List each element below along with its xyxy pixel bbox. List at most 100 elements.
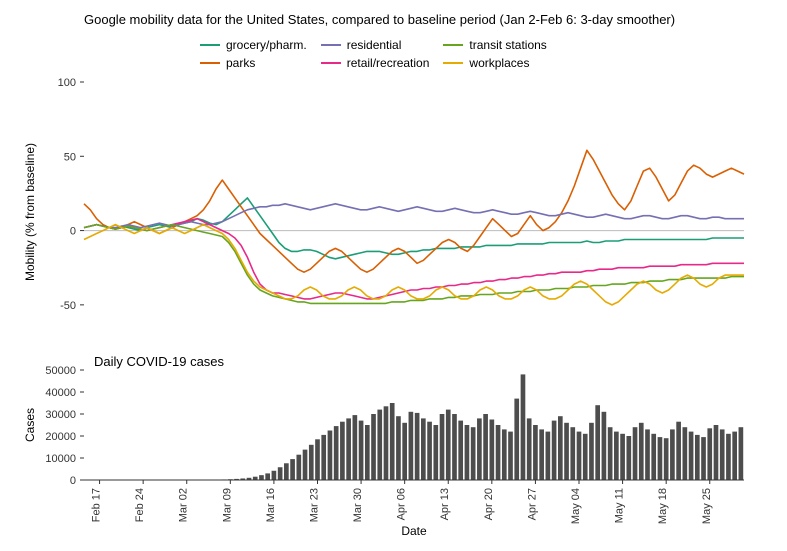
case-bar (614, 432, 619, 480)
x-tick-label: Mar 16 (265, 488, 277, 522)
x-tick-label: Feb 24 (134, 488, 146, 522)
case-bar (620, 434, 625, 480)
svg-text:100: 100 (58, 77, 76, 89)
case-bar (278, 467, 283, 480)
case-bar (290, 459, 295, 480)
case-bar (714, 425, 719, 480)
mobility-line-chart: -50050100 (84, 82, 744, 342)
case-bar (477, 418, 482, 480)
case-bar (272, 471, 277, 480)
svg-text:-50: -50 (60, 300, 76, 312)
case-bar (670, 429, 675, 480)
case-bar (377, 410, 382, 480)
svg-text:50: 50 (64, 151, 76, 163)
case-bar (683, 427, 688, 480)
case-bar (265, 473, 270, 480)
x-tick-label: Mar 02 (178, 488, 190, 522)
series-transit (84, 225, 744, 304)
case-bar (502, 429, 507, 480)
case-bar (602, 412, 607, 480)
case-bar (471, 427, 476, 480)
legend: grocery/pharm. parks residential retail/rec… (200, 38, 547, 70)
case-bar (546, 432, 551, 480)
case-bar (440, 414, 445, 480)
legend-label: retail/recreation (347, 56, 430, 70)
case-bar (490, 420, 495, 481)
case-bar (514, 399, 519, 480)
case-bar (415, 413, 420, 480)
svg-text:0: 0 (70, 226, 76, 238)
subplot-title: Daily COVID-19 cases (94, 354, 224, 369)
case-bar (639, 423, 644, 480)
legend-swatch (321, 62, 341, 64)
legend-item-residential: residential (321, 38, 430, 52)
case-bar (689, 432, 694, 480)
case-bar (384, 406, 389, 480)
legend-item-retail: retail/recreation (321, 56, 430, 70)
case-bar (726, 434, 731, 480)
case-bar (558, 416, 563, 480)
case-bar (334, 426, 339, 480)
case-bar (521, 374, 526, 480)
legend-swatch (443, 62, 463, 64)
case-bar (651, 434, 656, 480)
case-bar (577, 432, 582, 480)
case-bar (309, 445, 314, 480)
x-tick-label: Apr 20 (483, 488, 495, 520)
legend-swatch (321, 44, 341, 46)
case-bar (433, 425, 438, 480)
case-bar (564, 423, 569, 480)
case-bar (626, 436, 631, 480)
x-tick-label: Mar 09 (221, 488, 233, 522)
case-bar (409, 412, 414, 480)
case-bar (739, 427, 744, 480)
case-bar (570, 427, 575, 480)
case-bar (732, 432, 737, 480)
case-bar (595, 405, 600, 480)
case-bar (452, 414, 457, 480)
case-bar (353, 415, 358, 480)
chart-title: Google mobility data for the United Stat… (84, 12, 675, 27)
x-tick-label: May 11 (614, 488, 626, 523)
case-bar (259, 475, 264, 480)
case-bar (465, 425, 470, 480)
case-bar (446, 410, 451, 480)
case-bar (427, 422, 432, 480)
case-bar (390, 403, 395, 480)
series-workplaces (84, 225, 744, 305)
case-bar (328, 431, 333, 481)
svg-text:0: 0 (70, 475, 76, 487)
case-bar (645, 429, 650, 480)
case-bar (303, 450, 308, 480)
case-bar (707, 428, 712, 480)
legend-item-parks: parks (200, 56, 307, 70)
case-bar (676, 422, 681, 480)
case-bar (284, 463, 289, 480)
case-bar (365, 425, 370, 480)
x-tick-label: Apr 27 (526, 488, 538, 520)
case-bar (701, 437, 706, 480)
case-bar (296, 455, 301, 480)
series-residential (84, 204, 744, 228)
cases-bar-chart: 01000020000300004000050000Feb 17Feb 24Ma… (84, 370, 744, 480)
case-bar (658, 437, 663, 480)
legend-label: parks (226, 56, 255, 70)
legend-item-transit: transit stations (443, 38, 546, 52)
case-bar (458, 421, 463, 480)
case-bar (508, 432, 513, 480)
case-bar (552, 421, 557, 480)
case-bar (589, 423, 594, 480)
case-bar (608, 427, 613, 480)
svg-text:50000: 50000 (45, 365, 76, 377)
x-tick-label: Mar 23 (308, 488, 320, 522)
case-bar (340, 422, 345, 480)
x-tick-label: May 25 (701, 488, 713, 524)
chart-page: Google mobility data for the United Stat… (0, 0, 787, 551)
x-tick-label: Apr 13 (439, 488, 451, 520)
case-bar (539, 429, 544, 480)
y-axis-label-top: Mobility (% from baseline) (23, 143, 37, 281)
case-bar (695, 435, 700, 480)
legend-label: grocery/pharm. (226, 38, 307, 52)
legend-label: residential (347, 38, 402, 52)
case-bar (533, 425, 538, 480)
